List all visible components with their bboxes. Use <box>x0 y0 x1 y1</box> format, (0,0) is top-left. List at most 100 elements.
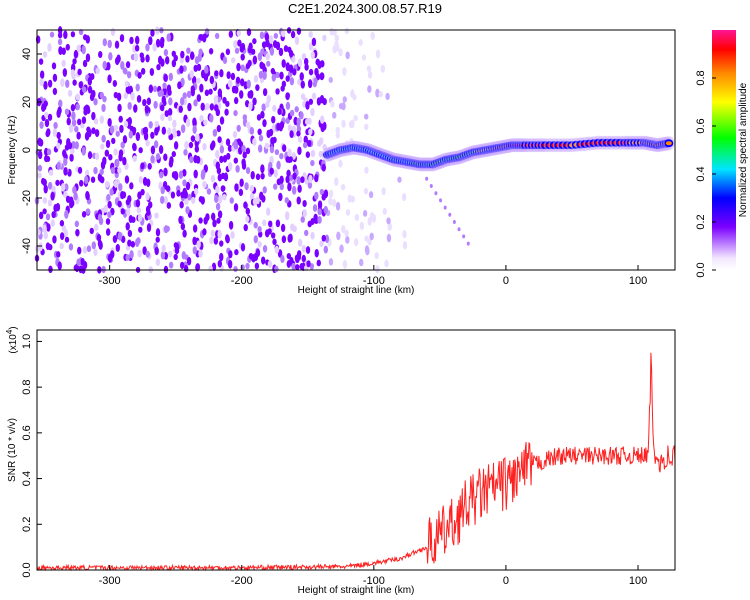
spectrogram-noise-mark <box>94 152 100 161</box>
spectrogram-noise-mark <box>46 128 51 137</box>
spectrogram-noise-mark <box>319 115 325 124</box>
spectrogram-noise-mark <box>319 188 325 196</box>
spectrogram-noise-mark <box>380 64 386 73</box>
spectrogram-noise-mark <box>150 131 155 139</box>
spectrogram-noise-mark <box>192 124 197 134</box>
snr-panel: -300 -200 -100 0 100 0.0 0.2 0.4 0.6 0.8 1.0 Heig… <box>5 326 676 596</box>
spectrogram-noise-mark <box>118 149 124 158</box>
spectrogram-noise-mark <box>210 212 216 221</box>
spectrogram-noise-mark <box>173 171 179 181</box>
spectrogram-noise-mark <box>219 252 224 262</box>
spectrogram-noise-mark <box>238 146 243 155</box>
spectrogram-noise-mark <box>79 122 85 129</box>
spectrogram-noise-mark <box>214 70 219 77</box>
colorbar-ticks: 0.0 0.2 0.4 0.6 0.8 <box>695 70 716 278</box>
spectrogram-noise-mark <box>150 145 156 155</box>
spectrogram-noise-mark <box>70 31 76 38</box>
spectrogram-noise-mark <box>215 202 221 211</box>
spectrogram-noise-mark <box>183 264 189 273</box>
spectrogram-noise-mark <box>233 265 238 273</box>
spectrogram-streak-mark <box>466 241 470 246</box>
spectrogram-noise-mark <box>156 64 161 71</box>
spectrogram-noise-mark <box>78 28 84 36</box>
spectrogram-noise-mark <box>397 176 402 183</box>
spectrogram-noise-mark <box>150 155 155 164</box>
spectrogram-noise-mark <box>291 262 296 271</box>
spectrogram-noise-mark <box>140 162 145 170</box>
spectrogram-noise-mark <box>102 60 107 70</box>
spectrogram-noise-mark <box>342 96 347 103</box>
spectrogram-noise-mark <box>269 47 275 56</box>
spectrogram-noise-mark <box>87 151 93 160</box>
spectrogram-noise-mark <box>265 207 271 216</box>
spectrogram-noise-mark <box>216 124 222 133</box>
spectrogram-noise-mark <box>217 229 222 239</box>
spectrogram-noise-mark <box>206 188 212 195</box>
spectrogram-noise-mark <box>367 238 372 246</box>
spectrogram-noise-mark <box>304 229 309 237</box>
spectrogram-noise-mark <box>129 36 134 45</box>
spectrogram-streak-mark <box>462 234 466 239</box>
spectrogram-noise-mark <box>43 100 48 107</box>
spectrogram-noise-mark <box>37 150 43 160</box>
spectrogram-noise-mark <box>307 181 313 189</box>
spectrogram-noise-mark <box>322 121 327 131</box>
spectrogram-noise-mark <box>182 168 187 177</box>
spectrogram-noise-mark <box>289 77 295 86</box>
spectrogram-noise-mark <box>180 222 186 231</box>
spectrogram-noise-mark <box>195 155 201 164</box>
spectrogram-noise-mark <box>119 124 124 133</box>
spectrogram-noise-mark <box>146 97 152 106</box>
spectrogram-noise-mark <box>173 253 178 261</box>
spectrogram-noise-mark <box>285 92 290 99</box>
spectrogram-noise-mark <box>234 47 240 54</box>
spectrogram-noise-mark <box>48 244 53 251</box>
spectrogram-noise-mark <box>64 108 70 116</box>
spectrogram-noise-mark <box>81 45 86 55</box>
spectrogram-noise-mark <box>43 147 49 157</box>
spectrogram-noise-mark <box>258 70 264 79</box>
spectrogram-noise-mark <box>104 181 110 188</box>
spectrogram-noise-mark <box>209 103 215 111</box>
spectrogram-noise-mark <box>295 264 300 271</box>
spectrogram-noise-mark <box>38 211 44 220</box>
spectrogram-noise-mark <box>301 244 307 253</box>
spectrogram-noise-mark <box>328 197 333 206</box>
snr-frame <box>36 329 676 571</box>
snr-y-multiplier: (x104) <box>5 326 19 353</box>
spectrogram-noise-mark <box>188 141 194 149</box>
spectrogram-noise-mark <box>161 126 167 135</box>
spectrogram-noise-mark <box>65 43 70 51</box>
spectrogram-noise-mark <box>244 182 249 191</box>
spectrogram-noise-mark <box>234 85 239 94</box>
spectrogram-noise-mark <box>160 36 165 45</box>
spectrogram-noise-mark <box>217 194 223 204</box>
spectrogram-noise-mark <box>72 79 77 86</box>
spectrogram-noise-mark <box>117 231 123 241</box>
spectrogram-noise-mark <box>386 233 392 243</box>
spectrogram-noise-mark <box>375 49 381 59</box>
spectrogram-noise-mark <box>136 207 142 214</box>
spectrogram-x-label: Height of straight line (km) <box>298 285 415 296</box>
spectrogram-noise-mark <box>312 204 318 212</box>
spectrogram-noise-mark <box>249 89 254 99</box>
spectrogram-noise-mark <box>145 43 150 52</box>
snr-y-tick-label: 0.6 <box>21 425 33 440</box>
spectrogram-noise-mark <box>106 193 111 202</box>
spectrogram-noise-mark <box>310 231 315 240</box>
spectrogram-noise-mark <box>305 151 311 159</box>
spectrogram-noise-mark <box>44 118 50 128</box>
spectrogram-noise-mark <box>328 76 333 83</box>
spectrogram-noise-mark <box>358 39 363 47</box>
spectrogram-noise-mark <box>72 58 77 65</box>
spectrogram-noise-mark <box>353 238 359 247</box>
spectrogram-noise-mark <box>133 104 138 113</box>
spectrogram-noise-mark <box>305 100 310 110</box>
spectrogram-noise-mark <box>204 65 209 74</box>
spectrogram-noise-mark <box>79 179 84 187</box>
spectrogram-noise-mark <box>49 31 55 38</box>
spectrogram-noise-mark <box>75 103 80 111</box>
spectrogram-noise-mark <box>281 59 286 68</box>
spectrogram-noise-mark <box>245 207 251 215</box>
spectrogram-noise-mark <box>261 41 267 49</box>
